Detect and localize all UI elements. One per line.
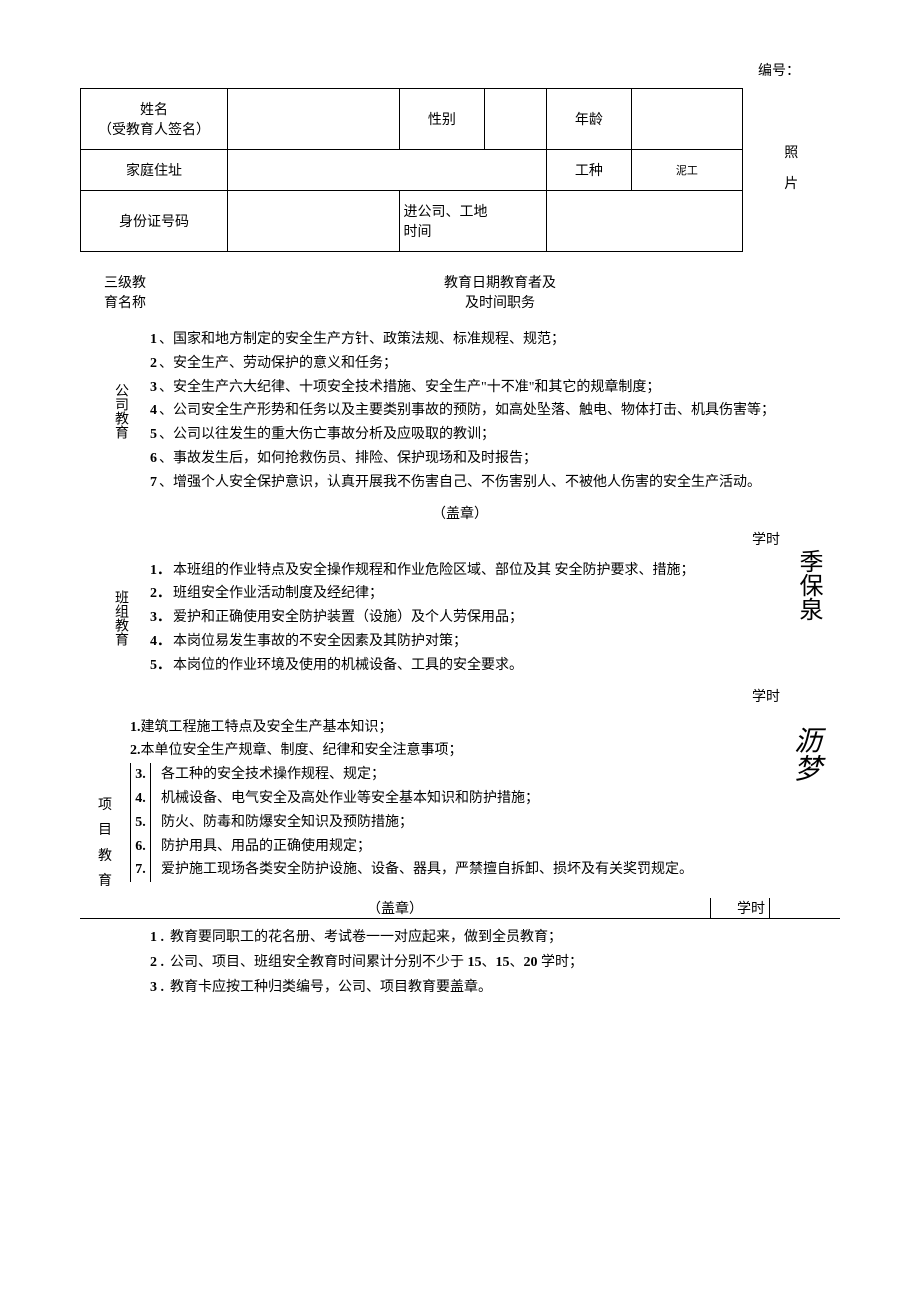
signature-1: 季保泉 <box>796 549 820 621</box>
list-item: 2、安全生产、劳动保护的意义和任务； <box>150 352 830 376</box>
signature-2: 沥梦 <box>789 726 820 782</box>
gender-value <box>485 89 546 150</box>
project-stamp: （盖章） <box>80 898 710 918</box>
project-edu-title: 项 目 教 育 <box>80 763 130 894</box>
section-header: 三级教 育名称 教育日期教育者及 及时间职务 <box>80 272 840 312</box>
list-item: 5、公司以往发生的重大伤亡事故分析及应吸取的教训； <box>150 423 830 447</box>
list-item: 4．本岗位易发生事故的不安全因素及其防护对策； <box>150 630 730 654</box>
address-label: 家庭住址 <box>81 150 228 191</box>
list-item: 5.防火、防毒和防爆安全知识及预防措施； <box>131 811 730 835</box>
address-value <box>228 150 547 191</box>
list-item: 6、事故发生后，如何抢救伤员、排险、保护现场和及时报告； <box>150 447 830 471</box>
note-item: 1 .教育要同职工的花名册、考试卷一一对应起来，做到全员教育； <box>150 925 840 950</box>
entry-time-label: 进公司、工地 时间 <box>399 191 546 252</box>
name-label: 姓名 （受教育人签名） <box>81 89 228 150</box>
list-item: 3.各工种的安全技术操作规程、规定； <box>131 763 730 787</box>
company-stamp: （盖章） <box>80 503 840 523</box>
date-educator-label: 教育日期教育者及 及时间职务 <box>160 272 840 312</box>
team-edu-wrap: 季保泉 班组教育 1．本班组的作业特点及安全操作规程和作业危险区域、部位及其 安… <box>80 559 840 706</box>
worktype-value: 泥工 <box>632 150 742 191</box>
list-item: 1．本班组的作业特点及安全操作规程和作业危险区域、部位及其 安全防护要求、措施； <box>150 559 730 583</box>
team-edu-title: 班组教育 <box>80 559 140 678</box>
list-item: 1、国家和地方制定的安全生产方针、政策法规、标准规程、规范； <box>150 328 830 352</box>
company-edu-content: 1、国家和地方制定的安全生产方针、政策法规、标准规程、规范； 2、安全生产、劳动… <box>140 328 840 495</box>
project-edu-content: 3.各工种的安全技术操作规程、规定； 4.机械设备、电气安全及高处作业等安全基本… <box>130 763 840 894</box>
gender-label: 性别 <box>399 89 485 150</box>
company-edu-block: 公司教育 1、国家和地方制定的安全生产方针、政策法规、标准规程、规范； 2、安全… <box>80 328 840 495</box>
notes-list: 1 .教育要同职工的花名册、考试卷一一对应起来，做到全员教育； 2 .公司、项目… <box>80 925 840 1001</box>
note-item: 3 .教育卡应按工种归类编号，公司、项目教育要盖章。 <box>150 975 840 1000</box>
photo-cell: 照 片 <box>742 89 840 252</box>
list-item: 7.爱护施工现场各类安全防护设施、设备、器具，严禁擅自拆卸、损坏及有关奖罚规定。 <box>131 858 730 882</box>
list-item: 5．本岗位的作业环境及使用的机械设备、工具的安全要求。 <box>150 654 730 678</box>
list-item: 2．班组安全作业活动制度及经纪律； <box>150 582 730 606</box>
list-item: 3、安全生产六大纪律、十项安全技术措施、安全生产"十不准"和其它的规章制度； <box>150 376 830 400</box>
project-hours: 学时 <box>710 898 770 918</box>
id-label: 身份证号码 <box>81 191 228 252</box>
id-value <box>228 191 400 252</box>
list-item: 1.建筑工程施工特点及安全生产基本知识； <box>130 716 840 740</box>
info-table: 姓名 （受教育人签名） 性别 年龄 照 片 家庭住址 工种 泥工 身份证号码 进… <box>80 88 840 252</box>
list-item: 7、增强个人安全保护意识，认真开展我不伤害自己、不伤害别人、不被他人伤害的安全生… <box>150 471 830 495</box>
project-intro: 1.建筑工程施工特点及安全生产基本知识； 2.本单位安全生产规章、制度、纪律和安… <box>130 716 840 764</box>
worktype-label: 工种 <box>546 150 632 191</box>
team-edu-block: 班组教育 1．本班组的作业特点及安全操作规程和作业危险区域、部位及其 安全防护要… <box>80 559 840 678</box>
list-item: 3．爱护和正确使用安全防护装置（设施）及个人劳保用品； <box>150 606 730 630</box>
list-item: 2.本单位安全生产规章、制度、纪律和安全注意事项； <box>130 739 840 763</box>
document-number-label: 编号： <box>80 60 840 80</box>
age-value <box>632 89 742 150</box>
company-edu-title: 公司教育 <box>80 328 140 495</box>
note-item: 2 .公司、项目、班组安全教育时间累计分别不少于 15、15、20 学时； <box>150 950 840 975</box>
team-edu-content: 1．本班组的作业特点及安全操作规程和作业危险区域、部位及其 安全防护要求、措施；… <box>140 559 840 678</box>
project-edu-wrap: 沥梦 1.建筑工程施工特点及安全生产基本知识； 2.本单位安全生产规章、制度、纪… <box>80 716 840 919</box>
team-hours: 学时 <box>80 686 840 706</box>
entry-time-value <box>546 191 742 252</box>
list-item: 4、公司安全生产形势和任务以及主要类别事故的预防，如高处坠落、触电、物体打击、机… <box>150 399 830 423</box>
company-hours: 学时 <box>80 529 840 549</box>
project-footer: （盖章） 学时 <box>80 898 840 919</box>
name-value <box>228 89 400 150</box>
list-item: 6.防护用具、用品的正确使用规定； <box>131 835 730 859</box>
age-label: 年龄 <box>546 89 632 150</box>
level-name-label: 三级教 育名称 <box>80 272 160 312</box>
list-item: 4.机械设备、电气安全及高处作业等安全基本知识和防护措施； <box>131 787 730 811</box>
